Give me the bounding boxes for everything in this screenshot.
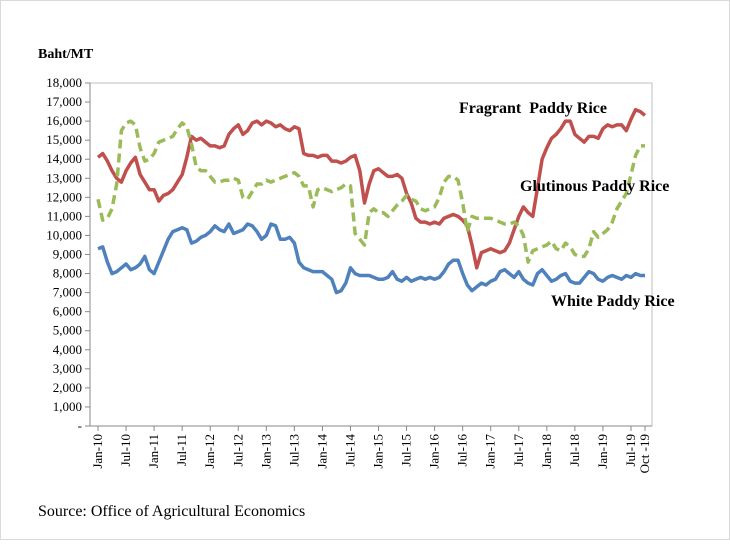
x-tick-label: Jan-10 — [90, 434, 105, 469]
x-tick-label: Jan-11 — [146, 434, 161, 468]
y-tick-label: 13,000 — [46, 170, 82, 185]
y-axis-label: Baht/MT — [38, 47, 94, 62]
y-tick-label: 17,000 — [46, 94, 82, 109]
y-tick-label: 7,000 — [53, 285, 82, 300]
y-tick-label: 4,000 — [53, 342, 82, 357]
y-tick-label: 8,000 — [53, 266, 82, 281]
y-tick-label: - — [78, 418, 82, 433]
y-tick-label: 18,000 — [46, 75, 82, 90]
x-tick-label: Jul-10 — [118, 434, 133, 467]
y-tick-label: 11,000 — [47, 208, 82, 223]
y-tick-label: 10,000 — [46, 227, 82, 242]
y-tick-label: 16,000 — [46, 113, 82, 128]
y-tick-label: 2,000 — [53, 380, 82, 395]
y-tick-label: 6,000 — [53, 304, 82, 319]
x-tick-label: Jul-14 — [342, 434, 357, 467]
x-tick-label: Jul-13 — [286, 434, 301, 467]
x-tick-label: Jul-17 — [511, 434, 526, 467]
x-tick-label: Jan-12 — [202, 434, 217, 469]
x-tick-label: Oct -19 — [637, 434, 652, 473]
x-tick-label: Jan-18 — [539, 434, 554, 469]
series-label: Fragrant Paddy Rice — [459, 100, 607, 117]
x-tick-label: Jan-14 — [314, 434, 329, 469]
series-line — [97, 222, 645, 295]
x-tick-label: Jul-11 — [174, 434, 189, 466]
y-tick-label: 1,000 — [53, 399, 82, 414]
x-tick-label: Jul-12 — [230, 434, 245, 467]
y-tick-label: 9,000 — [53, 247, 82, 262]
source: Source: Office of Agricultural Economics — [38, 503, 305, 520]
x-tick-label: Jul-18 — [567, 434, 582, 467]
series-line — [96, 119, 645, 264]
x-tick-label: Jul-15 — [399, 434, 414, 467]
y-tick-label: 14,000 — [46, 151, 82, 166]
x-tick-label: Jan-15 — [371, 434, 386, 469]
y-tick-label: 15,000 — [46, 132, 82, 147]
y-tick-label: 3,000 — [53, 361, 82, 376]
y-tick-label: 12,000 — [46, 189, 82, 204]
x-tick-label: Jan-19 — [595, 434, 610, 469]
x-tick-label: Jan-16 — [427, 434, 442, 469]
series-label: White Paddy Rice — [551, 293, 675, 310]
x-tick-label: Jan-13 — [258, 434, 273, 469]
y-tick-label: 5,000 — [53, 323, 82, 338]
series-label: Glutinous Paddy Rice — [520, 178, 669, 195]
x-tick-label: Jul-16 — [455, 434, 470, 467]
x-tick-label: Jul-19 — [623, 434, 638, 467]
x-tick-label: Jan-17 — [483, 434, 498, 469]
series-line — [96, 107, 647, 270]
